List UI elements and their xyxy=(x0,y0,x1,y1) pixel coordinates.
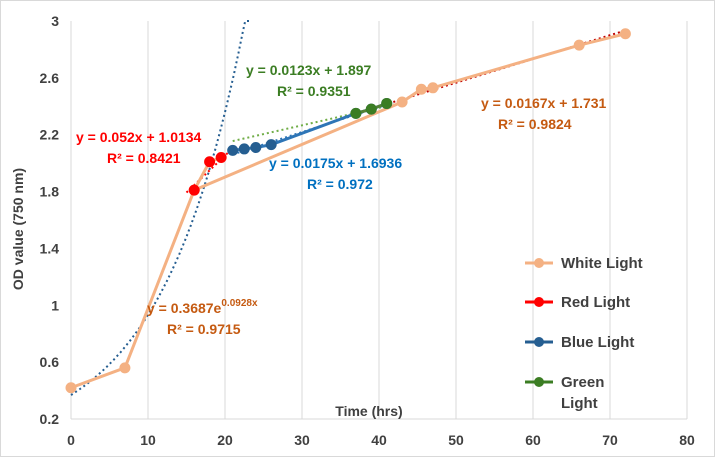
x-tick-label: 0 xyxy=(67,432,75,448)
legend-label: White Light xyxy=(561,255,643,272)
legend-label: Red Light xyxy=(561,294,630,311)
y-tick-label: 0.6 xyxy=(40,354,60,370)
r-squared-label: R² = 0.9824 xyxy=(498,116,572,132)
data-point xyxy=(188,184,200,196)
legend-label: Blue Light xyxy=(561,334,634,351)
x-tick-label: 50 xyxy=(448,432,464,448)
equation-label: y = 0.052x + 1.0134 xyxy=(76,129,202,145)
data-point xyxy=(427,82,439,94)
axis-layer: 0 10 20 30 40 50 60 70 80 0.2 0.6 1 1.4 1.8 2.2 2.6 3 xyxy=(40,13,695,448)
x-tick-label: 30 xyxy=(294,432,310,448)
x-tick-label: 70 xyxy=(602,432,618,448)
data-point xyxy=(65,382,77,394)
data-point xyxy=(215,151,227,163)
x-axis-title: Time (hrs) xyxy=(335,403,402,419)
y-tick-label: 3 xyxy=(51,13,59,29)
legend-label: Light xyxy=(561,395,598,412)
y-tick-label: 1 xyxy=(51,297,59,313)
equation-label-layer: y = 0.3687e0.0928x R² = 0.9715 y = 0.052x … xyxy=(76,62,607,337)
data-point xyxy=(227,144,239,156)
r-squared-label: R² = 0.8421 xyxy=(107,150,181,166)
equation-label: y = 0.3687e0.0928x xyxy=(147,298,258,316)
r-squared-label: R² = 0.972 xyxy=(307,176,373,192)
legend-marker xyxy=(534,377,544,387)
legend-marker xyxy=(534,337,544,347)
y-tick-label: 2.2 xyxy=(40,127,60,143)
data-point xyxy=(250,142,262,154)
x-tick-label: 40 xyxy=(371,432,387,448)
y-axis-title: OD value (750 nm) xyxy=(10,168,26,290)
r-squared-label: R² = 0.9715 xyxy=(167,321,241,337)
data-point xyxy=(238,143,250,155)
equation-label: y = 0.0175x + 1.6936 xyxy=(269,155,402,171)
data-point xyxy=(381,97,393,109)
data-point xyxy=(365,103,377,115)
x-tick-label: 60 xyxy=(525,432,541,448)
equation-label: y = 0.0167x + 1.731 xyxy=(481,95,607,111)
data-point xyxy=(350,107,362,119)
grid-layer xyxy=(70,21,688,420)
legend-marker xyxy=(534,297,544,307)
legend: White Light Red Light Blue Light Green Light xyxy=(525,255,643,412)
x-tick-label: 20 xyxy=(217,432,233,448)
y-tick-label: 2.6 xyxy=(40,70,60,86)
x-tick-label: 10 xyxy=(140,432,156,448)
y-tick-label: 1.8 xyxy=(40,184,60,200)
y-tick-label: 0.2 xyxy=(40,411,60,427)
data-point xyxy=(573,39,585,51)
data-point xyxy=(415,83,427,95)
series-layer xyxy=(65,28,631,394)
x-tick-label: 80 xyxy=(679,432,695,448)
data-point xyxy=(119,362,131,374)
data-point xyxy=(396,96,408,108)
y-tick-label: 1.4 xyxy=(40,240,60,256)
series-line xyxy=(70,32,626,390)
data-point xyxy=(265,139,277,151)
trendline xyxy=(70,20,252,396)
equation-exponent: 0.0928x xyxy=(221,298,258,309)
data-point xyxy=(619,28,631,40)
data-point xyxy=(204,156,216,168)
equation-label: y = 0.0123x + 1.897 xyxy=(246,62,372,78)
legend-label: Green xyxy=(561,374,604,391)
r-squared-label: R² = 0.9351 xyxy=(277,83,351,99)
legend-marker xyxy=(534,258,544,268)
